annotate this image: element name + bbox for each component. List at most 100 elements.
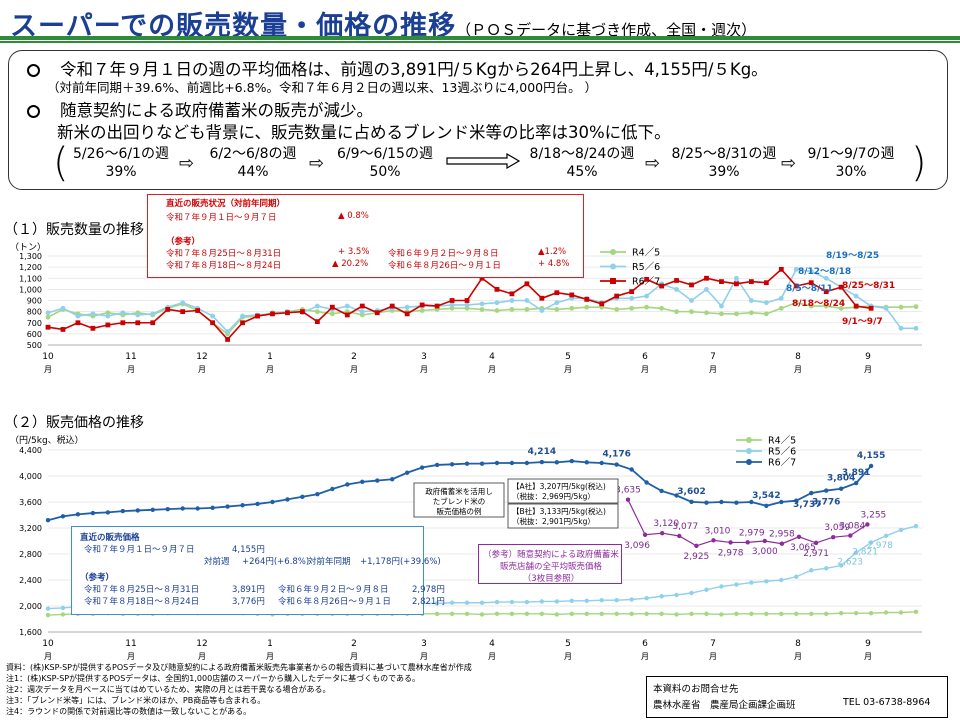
x-tick-label: 月 bbox=[794, 365, 802, 374]
data-point bbox=[195, 506, 200, 511]
arrow-right-icon: ⇨ bbox=[645, 153, 661, 174]
bullet-icon bbox=[27, 64, 40, 77]
data-point bbox=[135, 320, 141, 326]
data-point bbox=[165, 307, 171, 312]
annotation-label: 8/5～8/11 bbox=[786, 284, 833, 294]
data-point bbox=[853, 480, 859, 486]
x-tick-label: 11 bbox=[125, 639, 136, 649]
data-point bbox=[824, 488, 829, 493]
data-point bbox=[554, 460, 560, 465]
data-point bbox=[763, 280, 769, 286]
data-point bbox=[345, 482, 350, 487]
data-point bbox=[898, 325, 904, 331]
data-point bbox=[329, 304, 335, 310]
data-point bbox=[404, 311, 410, 317]
price-chart: 1,600 2,000 2,400 2,800 3,200 3,600 4,000 4,400… bbox=[19, 436, 922, 661]
x-tick-label: 5 bbox=[565, 352, 571, 362]
data-point bbox=[719, 303, 724, 309]
y-tick-label: 500 bbox=[27, 341, 42, 350]
y-tick-label: 1,300 bbox=[19, 252, 42, 261]
data-point bbox=[569, 598, 574, 603]
y-tick-label: 1,000 bbox=[19, 285, 42, 294]
data-point bbox=[494, 611, 500, 616]
data-point bbox=[344, 312, 350, 318]
data-point bbox=[913, 523, 919, 529]
data-point bbox=[644, 480, 649, 485]
data-point bbox=[629, 289, 635, 294]
data-point bbox=[644, 596, 649, 601]
data-point bbox=[434, 611, 440, 616]
week-ratio: 9/1～9/7の週 30% bbox=[807, 146, 895, 180]
data-point bbox=[45, 310, 51, 316]
data-point bbox=[625, 497, 631, 502]
data-point bbox=[479, 275, 485, 281]
data-label: 2,958 bbox=[769, 530, 795, 540]
x-tick-label: 月 bbox=[641, 365, 649, 374]
inset-label: 【B社】3,133円/5kg(税込) bbox=[512, 506, 606, 516]
data-point bbox=[240, 320, 245, 326]
data-point bbox=[584, 460, 589, 465]
data-point bbox=[898, 304, 904, 310]
data-point bbox=[689, 611, 694, 616]
week-ratio: 6/9～6/15の週 50% bbox=[337, 146, 433, 180]
data-label: 3,891 bbox=[842, 468, 870, 478]
data-point bbox=[449, 462, 455, 467]
data-point bbox=[853, 610, 859, 616]
x-tick-label: 月 bbox=[564, 652, 572, 661]
data-point bbox=[868, 305, 874, 311]
data-label: 2,623 bbox=[837, 558, 863, 568]
data-point bbox=[584, 296, 590, 302]
data-label: 3,059 bbox=[824, 523, 850, 533]
data-point bbox=[449, 600, 455, 605]
x-tick-label: 4 bbox=[489, 352, 495, 362]
data-point bbox=[629, 597, 634, 602]
data-point bbox=[659, 611, 664, 616]
y-tick-label: 2,800 bbox=[19, 550, 42, 559]
data-point bbox=[60, 327, 66, 332]
data-point bbox=[404, 470, 410, 475]
data-point bbox=[60, 605, 66, 611]
data-point bbox=[793, 283, 799, 289]
bullet-icon bbox=[27, 105, 40, 118]
data-point bbox=[614, 597, 619, 603]
data-point bbox=[464, 305, 470, 311]
data-point bbox=[270, 499, 275, 505]
data-point bbox=[719, 612, 724, 617]
legend-marker bbox=[746, 448, 752, 454]
legend-label: R6／7 bbox=[632, 277, 660, 288]
contact-box: 本資料のお問合せ先 農林水産省 農産局企画課企画班 TEL 03-6738-89… bbox=[646, 676, 948, 718]
data-point bbox=[75, 313, 81, 319]
data-point bbox=[883, 533, 889, 538]
data-point bbox=[674, 278, 679, 283]
data-point bbox=[210, 313, 216, 319]
x-tick-label: 月 bbox=[266, 652, 274, 661]
x-tick-label: 10 bbox=[42, 639, 54, 649]
data-point bbox=[674, 592, 679, 598]
title-rule bbox=[0, 36, 960, 40]
data-label: 2,971 bbox=[803, 549, 829, 559]
data-point bbox=[539, 459, 545, 465]
data-label: 2,978 bbox=[867, 541, 893, 551]
x-tick-label: 月 bbox=[420, 652, 428, 661]
data-point bbox=[614, 462, 619, 467]
data-point bbox=[719, 499, 724, 505]
data-point bbox=[749, 611, 754, 616]
recent-price-box: 直近の販売価格 令和７年９月１日～９月７日 4,155円 対前週 +264円(+… bbox=[71, 526, 445, 615]
title-rule-thin bbox=[0, 41, 960, 43]
data-point bbox=[913, 609, 919, 615]
data-point bbox=[569, 458, 574, 464]
data-point bbox=[225, 504, 230, 509]
data-label: 3,737 bbox=[793, 500, 821, 510]
data-point bbox=[105, 310, 111, 316]
x-tick-label: 4 bbox=[489, 639, 495, 649]
data-point bbox=[479, 301, 485, 307]
data-point bbox=[180, 506, 185, 511]
data-point bbox=[90, 311, 96, 317]
data-point bbox=[524, 599, 530, 605]
data-point bbox=[419, 465, 425, 470]
data-point bbox=[764, 611, 769, 616]
data-label: 4,155 bbox=[857, 451, 885, 461]
bracket-right-icon: ) bbox=[911, 140, 927, 186]
data-point bbox=[778, 266, 784, 272]
data-point bbox=[60, 514, 66, 519]
